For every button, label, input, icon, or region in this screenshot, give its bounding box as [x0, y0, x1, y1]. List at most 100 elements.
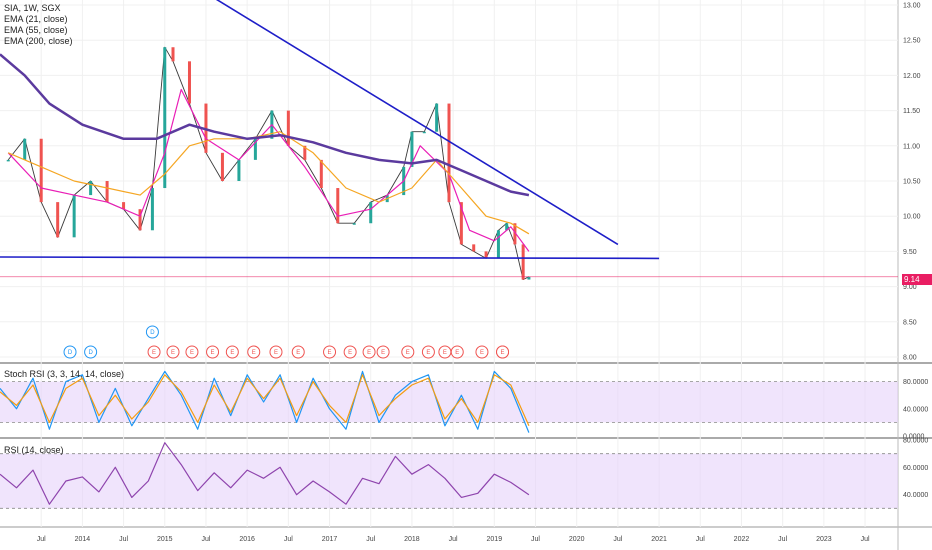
x-tick-label: 2015 — [157, 536, 173, 543]
y-tick-label: 8.50 — [903, 319, 917, 326]
last-price-tag: 9.14 — [902, 274, 932, 285]
y-tick-label: 0.0000 — [903, 434, 925, 441]
x-tick-label: Jul — [778, 536, 787, 543]
event-marker — [269, 345, 283, 359]
candle — [319, 159, 323, 189]
event-marker — [147, 345, 161, 359]
event-marker-label: E — [274, 350, 278, 356]
y-tick-label: 9.00 — [903, 284, 917, 291]
event-marker — [206, 345, 220, 359]
candle — [6, 159, 10, 162]
candle — [253, 138, 257, 160]
candle — [105, 181, 109, 203]
x-tick-label: Jul — [119, 536, 128, 543]
event-marker-label: D — [88, 350, 93, 356]
x-tick-label: 2023 — [816, 536, 832, 543]
price-line — [7, 46, 530, 281]
candle — [410, 131, 414, 167]
x-tick-label: Jul — [613, 536, 622, 543]
candle — [303, 145, 307, 160]
event-marker — [323, 345, 337, 359]
event-marker-label: E — [426, 350, 430, 356]
candle — [89, 181, 93, 196]
legend: SIA, 1W, SGX EMA (21, close) EMA (55, cl… — [4, 3, 73, 47]
stoch-rsi-label: Stoch RSI (3, 3, 14, 14, close) — [4, 369, 125, 379]
ema21-label: EMA (21, close) — [4, 14, 68, 24]
candle — [163, 47, 167, 189]
candle — [459, 202, 463, 245]
candle — [336, 188, 340, 224]
candle — [513, 223, 517, 245]
event-marker-label: E — [501, 350, 505, 356]
event-marker — [376, 345, 390, 359]
candle — [220, 152, 224, 181]
candle — [521, 244, 525, 280]
candle — [505, 223, 509, 231]
event-marker — [185, 345, 199, 359]
event-marker-label: E — [296, 350, 300, 356]
y-tick-label: 40.0000 — [903, 406, 928, 413]
event-marker-label: E — [381, 350, 385, 356]
candle — [369, 202, 373, 224]
candle — [72, 195, 76, 238]
event-marker-label: E — [328, 350, 332, 356]
event-marker-label: E — [406, 350, 410, 356]
x-tick-label: Jul — [696, 536, 705, 543]
y-tick-label: 10.00 — [903, 214, 921, 221]
y-tick-label: 80.0000 — [903, 438, 928, 445]
descending-trendline-line — [215, 0, 619, 246]
event-marker — [84, 345, 98, 359]
x-tick-label: Jul — [201, 536, 210, 543]
indicator-band — [0, 453, 898, 509]
event-marker — [291, 345, 305, 359]
d-line — [0, 374, 530, 427]
event-marker — [496, 345, 510, 359]
y-tick-label: 11.00 — [903, 143, 920, 150]
event-marker — [225, 345, 239, 359]
indicator-band — [0, 381, 898, 423]
x-tick-label: Jul — [366, 536, 375, 543]
x-tick-label: 2017 — [322, 536, 338, 543]
candle — [352, 223, 356, 225]
event-marker — [166, 345, 180, 359]
event-marker — [247, 345, 261, 359]
event-marker — [475, 345, 489, 359]
y-tick-label: 13.00 — [903, 3, 921, 10]
event-marker-label: D — [68, 350, 73, 356]
ema-200-close-line — [0, 53, 530, 197]
candle — [237, 159, 241, 181]
x-tick-label: 2019 — [487, 536, 503, 543]
y-tick-label: 10.50 — [903, 179, 921, 186]
event-marker-label: E — [211, 350, 215, 356]
candle — [435, 103, 439, 132]
candle — [150, 188, 154, 231]
ema55-label: EMA (55, close) — [4, 25, 68, 35]
event-marker-label: E — [152, 350, 156, 356]
x-tick-label: 2014 — [75, 536, 91, 543]
candle — [496, 230, 500, 259]
x-tick-label: 2018 — [404, 536, 420, 543]
x-tick-label: Jul — [284, 536, 293, 543]
event-marker — [343, 345, 357, 359]
event-marker-label: E — [190, 350, 194, 356]
rsi-14-close-line — [0, 442, 530, 505]
event-marker — [421, 345, 435, 359]
ema200-label: EMA (200, close) — [4, 36, 73, 46]
event-marker-label: D — [150, 330, 155, 336]
x-tick-label: 2016 — [239, 536, 255, 543]
symbol-label: SIA, 1W, SGX — [4, 3, 61, 13]
candle — [447, 103, 451, 203]
candle — [122, 202, 126, 210]
y-tick-label: 12.00 — [903, 73, 921, 80]
y-tick-label: 9.50 — [903, 249, 917, 256]
y-tick-label: 12.50 — [903, 38, 921, 45]
candle — [171, 47, 175, 62]
event-marker-label: E — [252, 350, 256, 356]
support-line-line — [0, 256, 660, 260]
candle — [187, 61, 191, 104]
x-tick-label: 2020 — [569, 536, 585, 543]
x-tick-label: Jul — [861, 536, 870, 543]
event-marker — [362, 345, 376, 359]
y-tick-label: 60.0000 — [903, 465, 928, 472]
